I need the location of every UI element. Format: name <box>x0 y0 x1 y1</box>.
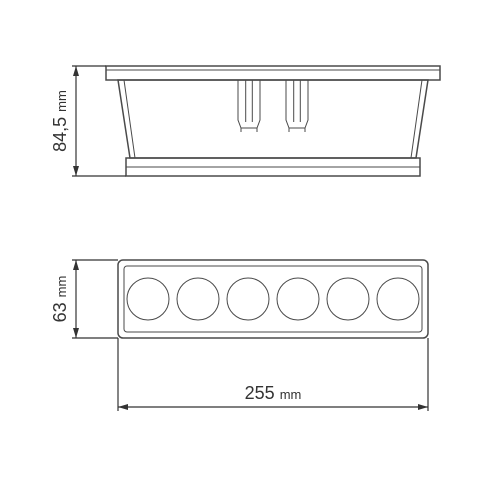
side-view <box>106 66 440 176</box>
dim-width-label: 255 mm <box>245 383 302 403</box>
dimensions: 84,5 mm 63 mm 255 mm <box>50 66 428 411</box>
front-view <box>118 260 428 338</box>
dim-depth-label: 63 mm <box>50 276 70 323</box>
dim-height-label: 84,5 mm <box>50 90 70 152</box>
